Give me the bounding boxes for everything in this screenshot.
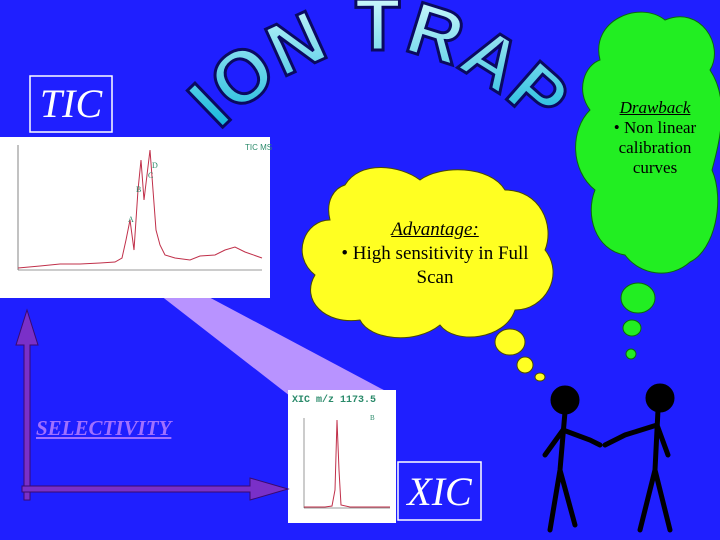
drawback-heading: Drawback xyxy=(619,98,691,117)
peak-label: C xyxy=(148,171,153,180)
peak-label: B xyxy=(136,185,141,194)
xic-trace xyxy=(304,419,390,508)
xic-box xyxy=(397,461,482,521)
tic-axes xyxy=(17,145,262,271)
drawback-cloud xyxy=(575,11,720,360)
advantage-body: • High sensitivity in Full Scan xyxy=(341,243,529,288)
selectivity-label: SELECTIVITY xyxy=(36,416,172,440)
zoom-triangle xyxy=(138,270,395,396)
xic-peak-label: B xyxy=(370,414,375,422)
title: ION TRAP xyxy=(173,0,586,142)
tic-chromatogram xyxy=(0,137,270,298)
stick-figures xyxy=(542,383,675,533)
drawback-text: Drawback • Non linear calibration curves xyxy=(595,98,715,178)
advantage-cloud xyxy=(301,167,554,382)
xic-label: XIC xyxy=(407,469,472,514)
advantage-heading: Advantage: xyxy=(391,219,479,240)
xic-chromatogram xyxy=(288,390,396,523)
tic-legend: TIC MS xyxy=(245,143,272,152)
xic-axes xyxy=(303,418,390,509)
peak-label: A xyxy=(128,215,134,224)
peak-label: D xyxy=(152,161,158,170)
xic-title: XIC m/z 1173.5 xyxy=(292,394,376,406)
title-text: ION TRAP xyxy=(171,0,585,144)
selectivity-arrows xyxy=(15,308,290,501)
tic-box xyxy=(29,75,113,133)
advantage-text: Advantage: • High sensitivity in Full Sc… xyxy=(340,218,530,290)
drawback-body: • Non linear calibration curves xyxy=(613,118,697,177)
tic-trace xyxy=(17,149,263,269)
tic-label: TIC xyxy=(39,81,103,126)
